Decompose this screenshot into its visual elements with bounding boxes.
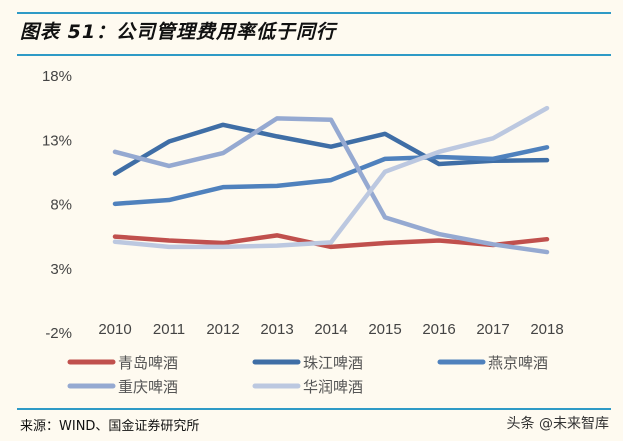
footer-rule [17,408,611,410]
y-tick-label: 18% [42,68,72,85]
x-tick-label: 2011 [153,321,185,338]
x-tick-label: 2014 [314,321,347,338]
figure-title: 图表 51：公司管理费用率低于同行 [20,21,337,43]
y-tick-label: 3% [50,261,72,278]
y-tick-label: 8% [50,197,72,214]
series-line-2 [112,145,550,207]
legend-label: 华润啤酒 [303,378,363,396]
x-tick-label: 2018 [530,321,563,338]
y-tick-label: -2% [45,325,72,342]
legend-label: 燕京啤酒 [488,354,548,372]
x-tick-label: 2017 [476,321,509,338]
x-tick-label: 2016 [422,321,455,338]
top-rule [17,12,611,14]
x-tick-label: 2012 [206,321,239,338]
x-tick-label: 2015 [368,321,401,338]
series-line-1 [112,122,550,176]
series-line-3 [112,116,550,255]
series-line-0 [112,233,550,250]
legend-label: 重庆啤酒 [118,378,178,396]
y-tick-label: 13% [42,132,72,149]
source-note: 来源：WIND、国金证券研究所 [20,419,200,434]
x-tick-label: 2010 [98,321,131,338]
x-tick-label: 2013 [260,321,293,338]
title-rule [17,54,611,56]
series-line-4 [112,105,550,250]
legend-label: 青岛啤酒 [118,354,178,372]
watermark: 头条 @未来智库 [506,416,609,432]
legend-label: 珠江啤酒 [303,354,363,372]
